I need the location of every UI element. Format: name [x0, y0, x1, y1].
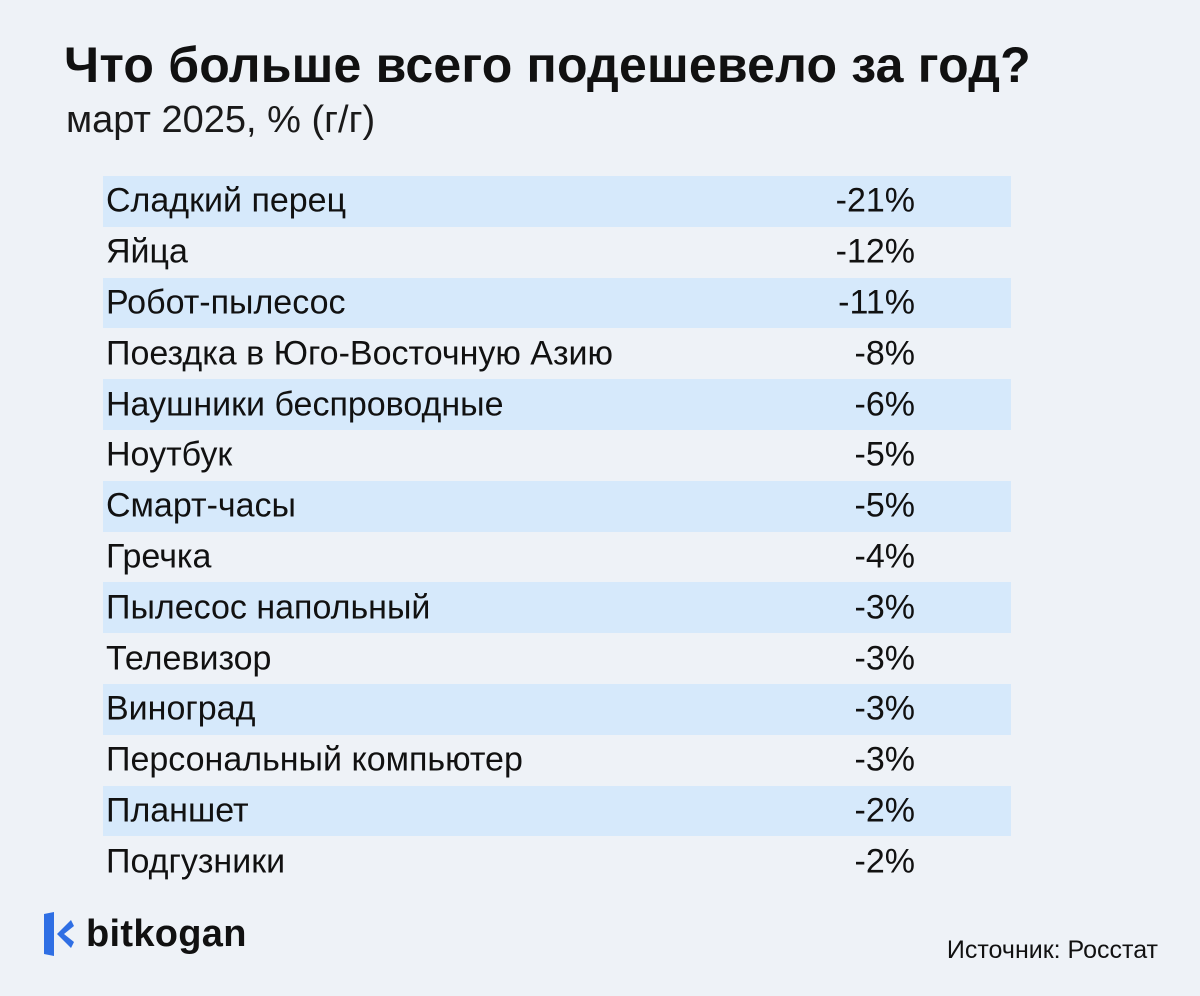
row-label: Подгузники — [106, 842, 286, 881]
table-row: Ноутбук -5% — [103, 430, 1011, 481]
row-label: Смарт-часы — [106, 486, 296, 525]
row-label: Сладкий перец — [106, 181, 347, 220]
table-row: Робот-пылесос -11% — [103, 277, 1011, 329]
row-label: Ноутбук — [106, 435, 233, 474]
row-label: Персональный компьютер — [106, 740, 523, 779]
row-label: Пылесос напольный — [106, 588, 431, 627]
row-value: -3% — [854, 639, 915, 678]
chart-subtitle: март 2025, % (г/г) — [66, 99, 376, 141]
row-value: -5% — [854, 486, 915, 525]
chart-title: Что больше всего подешевело за год? — [64, 37, 1031, 93]
row-value: -4% — [854, 537, 915, 576]
table-row: Персональный компьютер -3% — [103, 735, 1011, 786]
row-value: -6% — [854, 385, 915, 424]
row-value: -3% — [854, 689, 915, 728]
table-row: Виноград -3% — [103, 683, 1011, 735]
table-row: Сладкий перец -21% — [103, 176, 1011, 227]
row-label: Яйца — [106, 232, 188, 271]
row-label: Планшет — [106, 791, 249, 830]
row-label: Гречка — [106, 537, 212, 576]
table-row: Яйца -12% — [103, 227, 1011, 278]
row-label: Телевизор — [106, 639, 272, 678]
brand-name: bitkogan — [86, 912, 247, 955]
brand-logo: bitkogan — [40, 912, 247, 956]
row-value: -2% — [854, 791, 915, 830]
row-value: -3% — [854, 740, 915, 779]
row-value: -3% — [854, 588, 915, 627]
table-row: Подгузники -2% — [103, 836, 1011, 887]
table-row: Смарт-часы -5% — [103, 480, 1011, 532]
table-row: Пылесос напольный -3% — [103, 582, 1011, 634]
table-row: Планшет -2% — [103, 785, 1011, 837]
bitkogan-logo-icon — [44, 912, 74, 956]
row-label: Робот-пылесос — [106, 283, 346, 322]
row-label: Поездка в Юго-Восточную Азию — [106, 334, 614, 373]
source-note: Источник: Росстат — [946, 936, 1158, 964]
table-row: Поездка в Юго-Восточную Азию -8% — [103, 328, 1011, 379]
row-label: Виноград — [106, 689, 256, 728]
table-row: Телевизор -3% — [103, 633, 1011, 684]
row-value: -2% — [854, 842, 915, 881]
row-label: Наушники беспроводные — [106, 385, 504, 424]
row-value: -12% — [835, 232, 915, 271]
table-row: Гречка -4% — [103, 532, 1011, 583]
table-row: Наушники беспроводные -6% — [103, 379, 1011, 430]
row-value: -21% — [835, 181, 915, 220]
row-value: -8% — [854, 334, 915, 373]
row-value: -11% — [838, 283, 915, 322]
price-change-table: Сладкий перец -21% Яйца -12% Робот-пылесос -1… — [103, 176, 1011, 887]
row-value: -5% — [854, 435, 915, 474]
